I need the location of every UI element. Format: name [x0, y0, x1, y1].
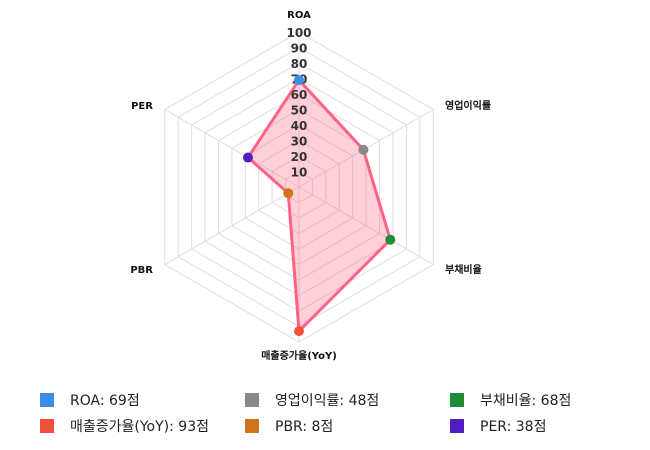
data-point	[242, 152, 253, 163]
tick-label: 40	[291, 119, 308, 133]
legend-item[interactable]: 부채비율: 68점	[450, 390, 620, 410]
axis-label: PER	[131, 101, 153, 112]
legend-swatch	[450, 393, 464, 407]
legend-item[interactable]: ROA: 69점	[40, 390, 245, 410]
legend-label: PER: 38점	[480, 419, 547, 435]
legend-label: 부채비율: 68점	[480, 393, 572, 409]
data-point	[358, 144, 369, 155]
legend-label: 영업이익률: 48점	[275, 393, 380, 409]
tick-label: 60	[291, 88, 308, 102]
axis-line	[298, 186, 434, 265]
axis-line	[164, 186, 300, 265]
data-point	[294, 326, 304, 337]
tick-label: 10	[291, 166, 308, 180]
axis-label: 부채비율	[445, 263, 482, 276]
legend-item[interactable]: PBR: 8점	[245, 416, 450, 436]
data-point	[294, 75, 304, 86]
legend-label: 매출증가율(YoY): 93점	[70, 419, 209, 435]
legend-label: ROA: 69점	[70, 393, 140, 409]
data-point	[283, 188, 294, 199]
axis-label: 매출증가율(YoY)	[261, 349, 337, 362]
legend-item[interactable]: 매출증가율(YoY): 93점	[40, 416, 245, 436]
data-point	[385, 234, 396, 245]
tick-label: 100	[286, 26, 311, 40]
axis-label: 영업이익률	[445, 99, 491, 112]
axis-label: PBR	[130, 265, 153, 276]
radar-chart: 102030405060708090100ROA영업이익률부채비율매출증가율(Y…	[130, 10, 491, 362]
legend-item[interactable]: 영업이익률: 48점	[245, 390, 450, 410]
legend-swatch	[40, 393, 54, 407]
tick-label: 80	[291, 57, 308, 71]
tick-label: 90	[291, 42, 308, 56]
tick-label: 20	[291, 150, 308, 164]
legend-item[interactable]: PER: 38점	[450, 416, 620, 436]
legend-swatch	[450, 419, 464, 433]
legend-label: PBR: 8점	[275, 419, 334, 435]
legend-swatch	[245, 393, 259, 407]
tick-label: 30	[291, 135, 308, 149]
axis-line	[164, 109, 300, 188]
axis-label: ROA	[287, 10, 311, 21]
tick-label: 50	[291, 104, 308, 118]
legend-swatch	[245, 419, 259, 433]
legend-swatch	[40, 419, 54, 433]
